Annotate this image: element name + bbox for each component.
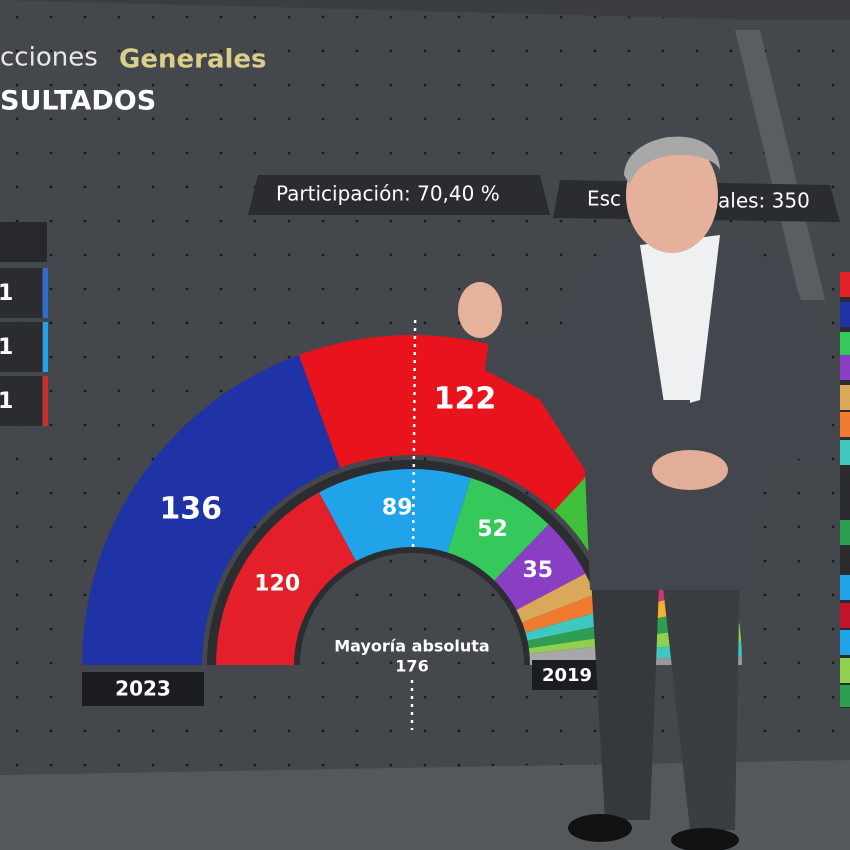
left-panel-value: 1 [0, 281, 13, 306]
seat-segment [516, 573, 595, 623]
right-strip [840, 272, 850, 708]
stat-box [248, 175, 550, 215]
left-panel-accent [43, 376, 48, 426]
seat-segment [447, 478, 549, 581]
seat-label: 122 [434, 382, 497, 417]
seat-label: 89 [382, 496, 413, 521]
presenter [458, 136, 835, 850]
year-label: 2023 [115, 677, 171, 701]
left-panel-value: 1 [0, 389, 13, 414]
seat-label: 52 [477, 517, 508, 542]
seat-segment [528, 636, 608, 654]
majority-line [411, 320, 417, 548]
left-panel-value: 1 [0, 335, 13, 360]
seat-segment [216, 492, 357, 665]
left-panel-accent [43, 322, 48, 372]
left-panel-header [0, 222, 47, 262]
title-bold: Generales [119, 45, 267, 75]
parliament-chart: 1361223331120895235Mayoría absoluta17620… [82, 320, 742, 730]
wall-stripe [735, 30, 825, 300]
majority-label: Mayoría absoluta [334, 637, 489, 656]
left-panel-accent [43, 268, 48, 318]
seat-segment [82, 355, 340, 665]
left-panel: 1 1 1 [0, 268, 48, 426]
left-panel-row [0, 376, 42, 426]
seat-segment [319, 469, 471, 562]
seat-label: 35 [522, 558, 553, 583]
seat-segment [494, 524, 586, 611]
title-light: cciones [0, 43, 98, 73]
subtitle: SULTADOS [0, 86, 156, 117]
participation: Participación: 70,40 % [276, 182, 500, 206]
seat-segment [522, 594, 601, 633]
year-box [532, 660, 602, 690]
seat-segment [525, 611, 604, 641]
seats-end: ales: 350 [718, 189, 810, 213]
seat-segment [527, 624, 606, 649]
left-panel-row [0, 268, 42, 318]
left-panel-row [0, 322, 42, 372]
year-box [82, 672, 204, 706]
year-label: 2019 [542, 665, 592, 686]
seats-start: Esc [587, 187, 621, 211]
seat-label: 120 [254, 571, 300, 596]
majority-value: 176 [395, 657, 428, 676]
right-strip-colors [840, 272, 850, 707]
seat-label: 136 [159, 492, 222, 527]
